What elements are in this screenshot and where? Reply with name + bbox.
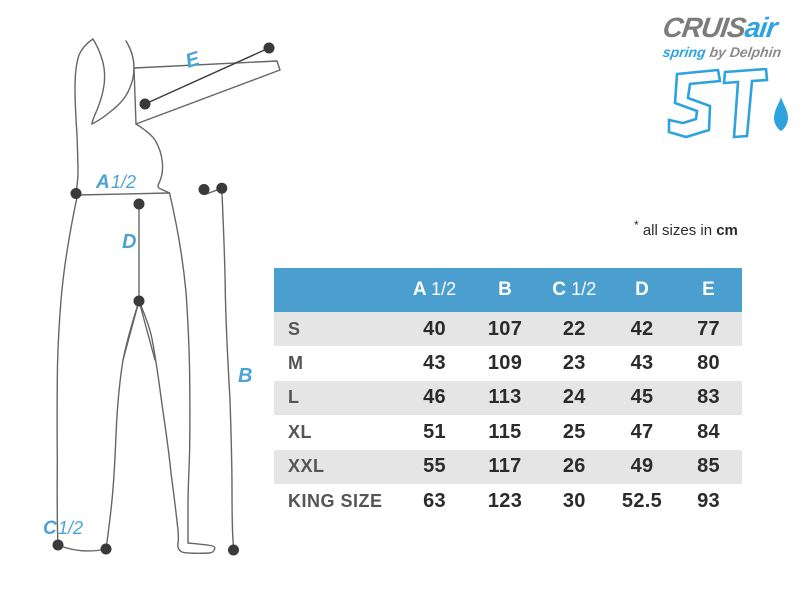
- svg-text:C: C: [43, 518, 57, 539]
- svg-text:1/2: 1/2: [58, 518, 83, 538]
- svg-text:1/2: 1/2: [111, 172, 136, 192]
- svg-text:D: D: [122, 231, 136, 253]
- svg-text:E: E: [183, 48, 203, 73]
- svg-text:A: A: [95, 172, 110, 193]
- svg-text:B: B: [238, 365, 252, 387]
